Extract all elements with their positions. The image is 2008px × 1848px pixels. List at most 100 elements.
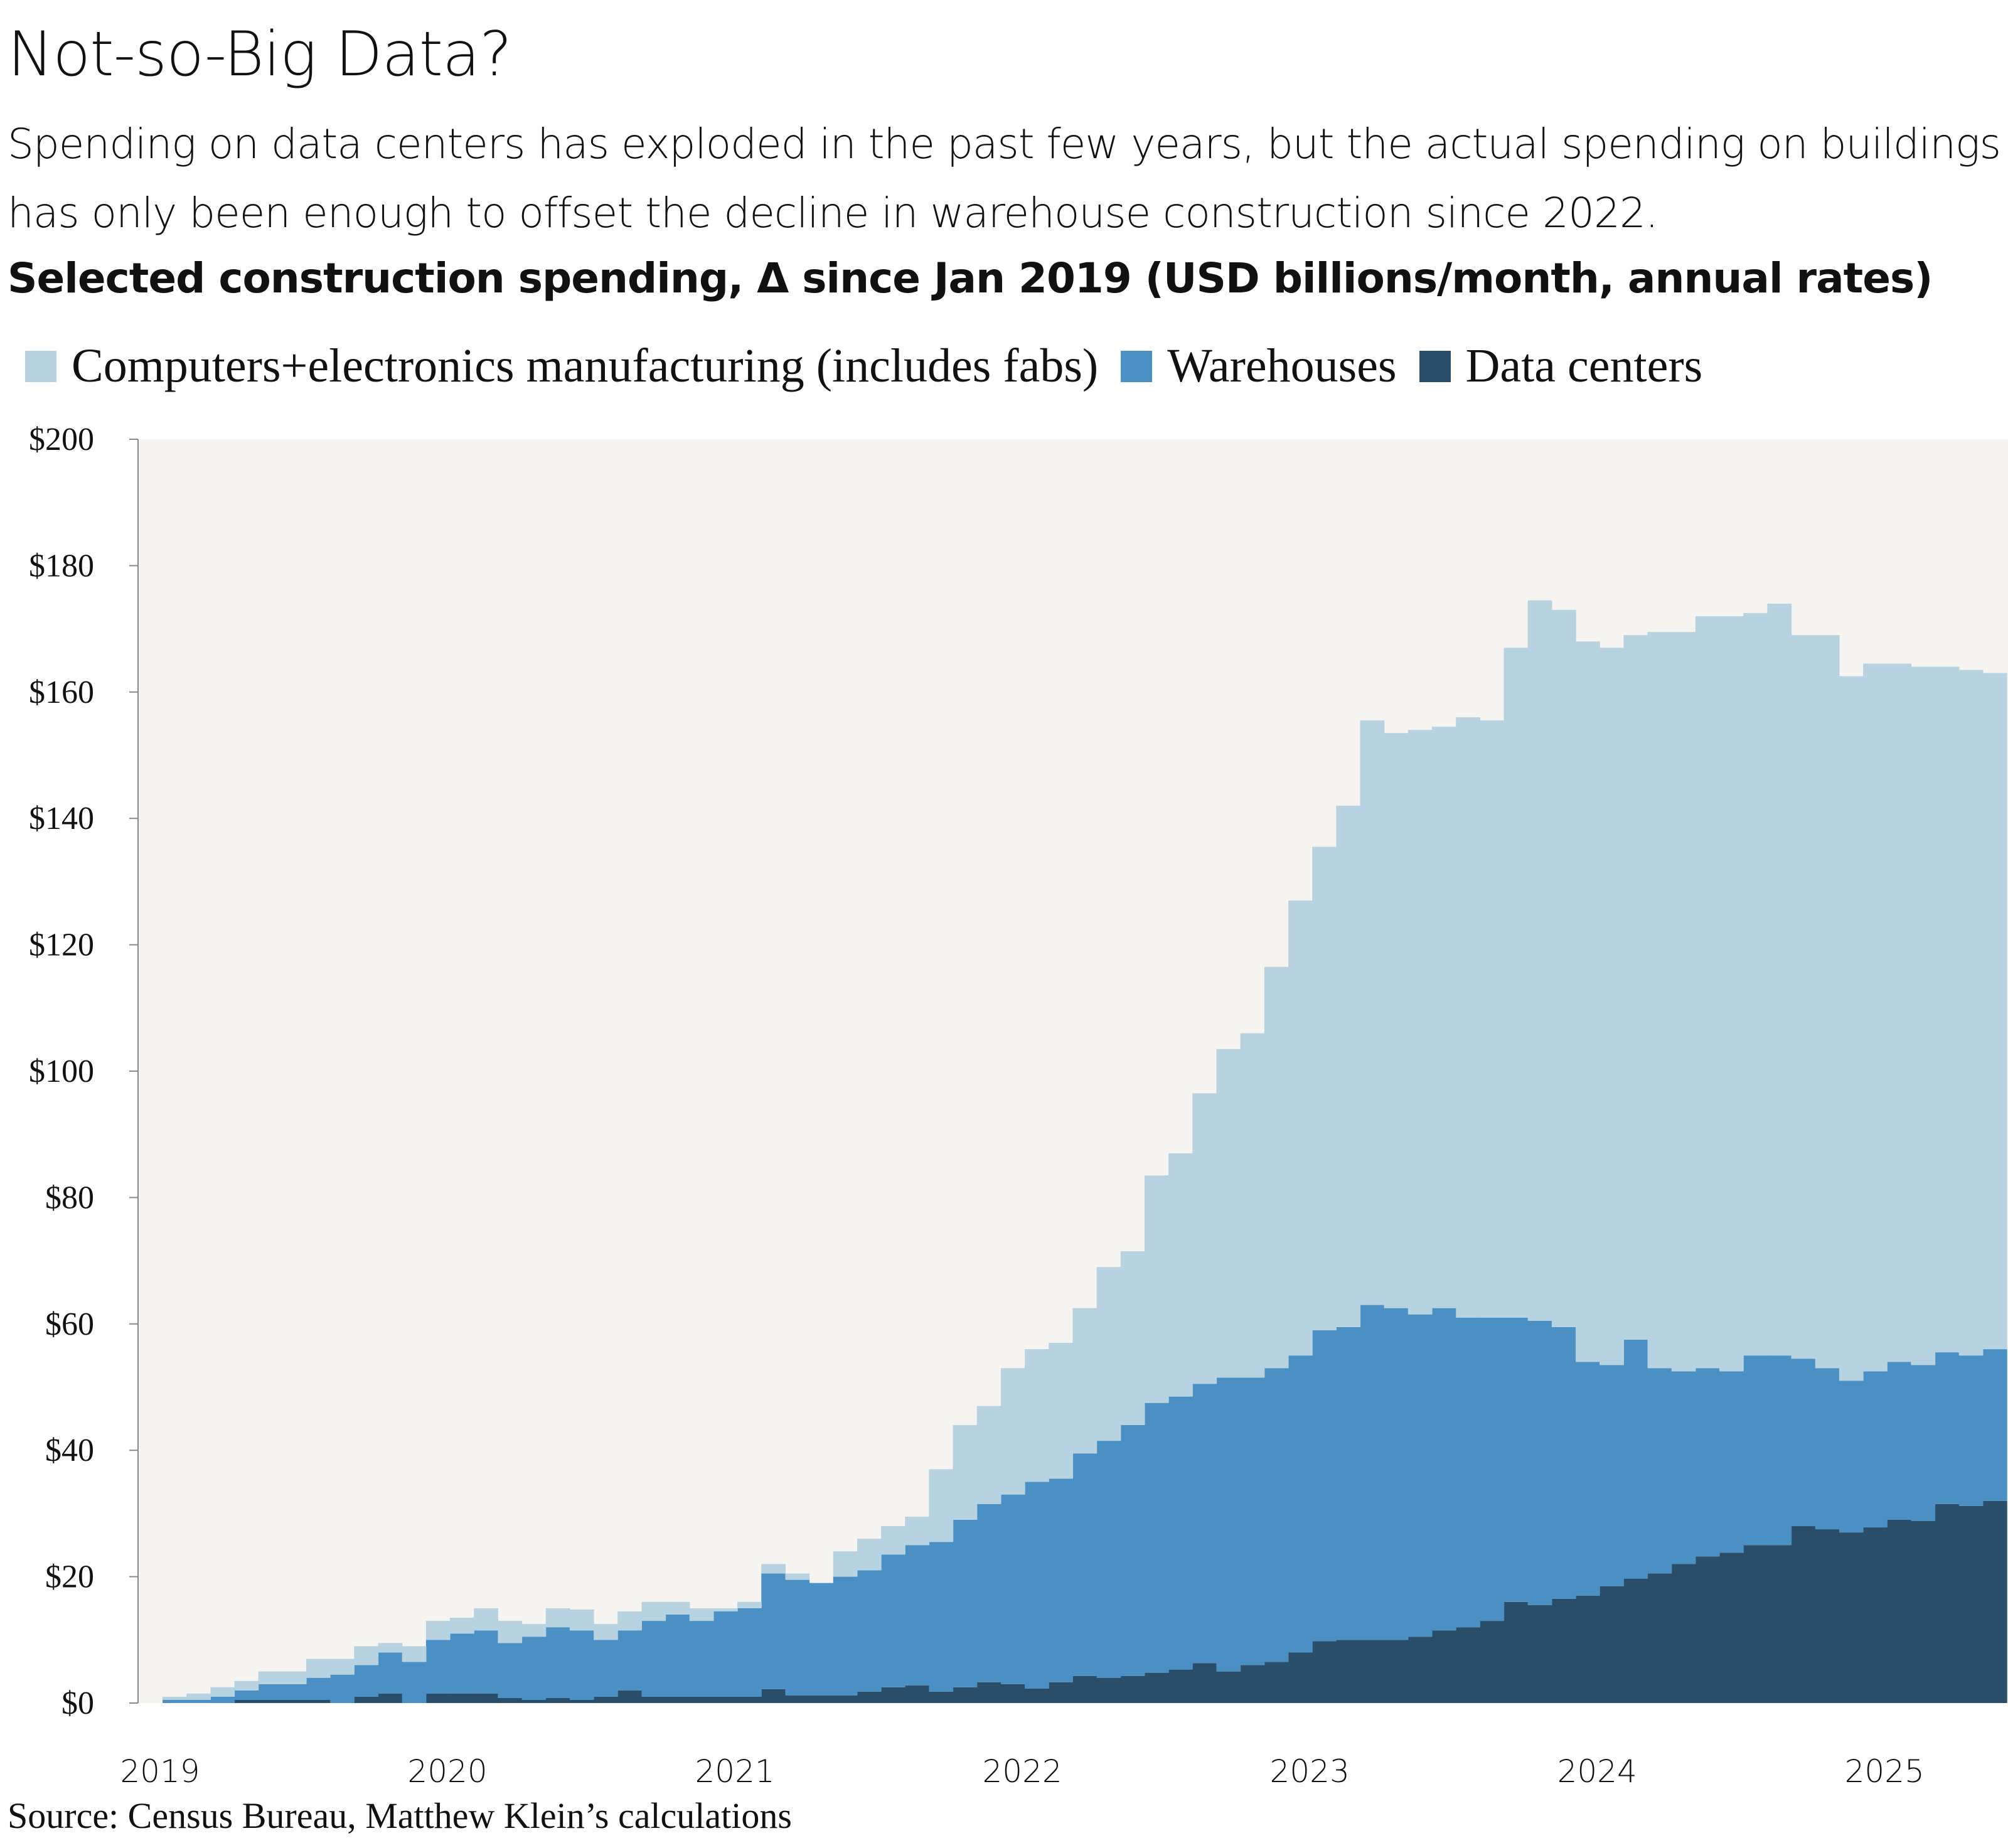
bar-computers bbox=[354, 1646, 379, 1665]
bar-datacenters bbox=[785, 1695, 810, 1703]
bar-datacenters bbox=[905, 1685, 930, 1703]
bar-warehouses bbox=[1911, 1365, 1936, 1521]
bar-datacenters bbox=[1623, 1578, 1648, 1703]
source-note: Source: Census Bureau, Matthew Klein’s c… bbox=[8, 1795, 792, 1836]
bar-warehouses bbox=[785, 1579, 810, 1696]
bar-datacenters bbox=[1958, 1505, 1984, 1703]
x-tick-label: 2024 bbox=[1557, 1753, 1637, 1790]
bar-computers bbox=[881, 1526, 905, 1555]
bar-datacenters bbox=[1432, 1630, 1456, 1703]
bar-warehouses bbox=[1480, 1317, 1505, 1621]
legend-label-datacenters: Data centers bbox=[1465, 339, 1703, 392]
bar-datacenters bbox=[1264, 1662, 1289, 1703]
bar-datacenters bbox=[1695, 1556, 1720, 1703]
bar-datacenters bbox=[1911, 1520, 1936, 1703]
bar-computers bbox=[1695, 616, 1720, 1369]
bar-warehouses bbox=[1719, 1371, 1744, 1553]
bar-computers bbox=[617, 1611, 642, 1631]
bar-computers bbox=[330, 1658, 355, 1675]
bar-datacenters bbox=[809, 1695, 834, 1703]
bar-warehouses bbox=[1743, 1355, 1768, 1546]
bar-computers bbox=[976, 1406, 1001, 1504]
bar-computers bbox=[761, 1564, 786, 1574]
bar-datacenters bbox=[1982, 1500, 2007, 1703]
bar-datacenters bbox=[1863, 1527, 1888, 1703]
bar-datacenters bbox=[498, 1697, 523, 1703]
bar-computers bbox=[1384, 733, 1409, 1308]
bar-datacenters bbox=[1216, 1671, 1241, 1703]
bar-computers bbox=[1599, 648, 1624, 1365]
bar-computers bbox=[1096, 1267, 1121, 1441]
bar-computers bbox=[1647, 632, 1672, 1369]
bar-datacenters bbox=[521, 1699, 547, 1703]
bar-datacenters bbox=[1120, 1675, 1145, 1703]
bar-computers bbox=[1935, 666, 1960, 1353]
bar-warehouses bbox=[450, 1633, 474, 1694]
bar-warehouses bbox=[665, 1615, 690, 1697]
bar-computers bbox=[1144, 1175, 1169, 1403]
bar-warehouses bbox=[1982, 1349, 2007, 1501]
bar-computers bbox=[1216, 1049, 1241, 1378]
bar-computers bbox=[737, 1601, 762, 1608]
bar-datacenters bbox=[1025, 1688, 1049, 1703]
bar-computers bbox=[1863, 663, 1888, 1372]
bar-warehouses bbox=[1096, 1441, 1121, 1678]
bar-warehouses bbox=[1240, 1377, 1265, 1665]
bar-datacenters bbox=[1192, 1663, 1217, 1703]
bar-datacenters bbox=[617, 1690, 642, 1703]
bar-datacenters bbox=[1384, 1640, 1409, 1703]
bar-computers bbox=[833, 1551, 858, 1577]
bar-warehouses bbox=[306, 1677, 331, 1700]
bar-computers bbox=[1025, 1349, 1049, 1482]
bar-warehouses bbox=[617, 1630, 642, 1690]
y-tick-label: $60 bbox=[45, 1306, 94, 1342]
bar-warehouses bbox=[163, 1699, 187, 1703]
bar-warehouses bbox=[1527, 1320, 1552, 1605]
bar-warehouses bbox=[1264, 1368, 1289, 1662]
bar-computers bbox=[569, 1609, 594, 1631]
bar-warehouses bbox=[354, 1665, 379, 1697]
bar-warehouses bbox=[953, 1519, 978, 1687]
bar-computers bbox=[905, 1516, 930, 1546]
bar-warehouses bbox=[1935, 1352, 1960, 1504]
bar-datacenters bbox=[1647, 1573, 1672, 1703]
bar-datacenters bbox=[474, 1693, 498, 1703]
bar-datacenters bbox=[833, 1695, 858, 1703]
bar-datacenters bbox=[737, 1696, 762, 1703]
bar-warehouses bbox=[1216, 1377, 1241, 1672]
bar-computers bbox=[545, 1608, 570, 1628]
bar-computers bbox=[425, 1621, 451, 1640]
y-tick-label: $160 bbox=[29, 675, 94, 710]
legend: Computers+electronics manufacturing (inc… bbox=[25, 339, 1725, 393]
bar-computers bbox=[1264, 966, 1289, 1369]
bar-datacenters bbox=[1000, 1684, 1025, 1703]
bar-warehouses bbox=[210, 1696, 235, 1703]
bar-computers bbox=[1911, 666, 1936, 1365]
bar-warehouses bbox=[689, 1621, 714, 1697]
y-tick-label: $20 bbox=[45, 1559, 94, 1595]
bar-computers bbox=[785, 1573, 810, 1580]
bar-datacenters bbox=[1576, 1595, 1600, 1703]
bar-computers bbox=[498, 1621, 523, 1643]
bar-warehouses bbox=[737, 1608, 762, 1697]
bar-computers bbox=[1456, 717, 1480, 1318]
bar-warehouses bbox=[857, 1570, 882, 1692]
bar-computers bbox=[1432, 727, 1456, 1308]
bar-datacenters bbox=[1072, 1675, 1097, 1703]
bar-datacenters bbox=[761, 1689, 786, 1703]
bar-warehouses bbox=[809, 1583, 834, 1696]
x-tick-label: 2020 bbox=[407, 1753, 487, 1790]
bar-datacenters bbox=[1456, 1627, 1480, 1703]
bar-computers bbox=[1407, 730, 1433, 1315]
y-tick-label: $100 bbox=[29, 1054, 94, 1089]
bar-warehouses bbox=[1192, 1384, 1217, 1664]
bar-warehouses bbox=[545, 1627, 570, 1698]
bar-warehouses bbox=[234, 1690, 259, 1700]
bar-warehouses bbox=[186, 1699, 211, 1703]
bar-computers bbox=[1120, 1251, 1145, 1425]
x-tick-label: 2022 bbox=[982, 1753, 1062, 1790]
bar-warehouses bbox=[1815, 1368, 1840, 1530]
bar-warehouses bbox=[498, 1643, 523, 1698]
bar-datacenters bbox=[1599, 1586, 1624, 1703]
